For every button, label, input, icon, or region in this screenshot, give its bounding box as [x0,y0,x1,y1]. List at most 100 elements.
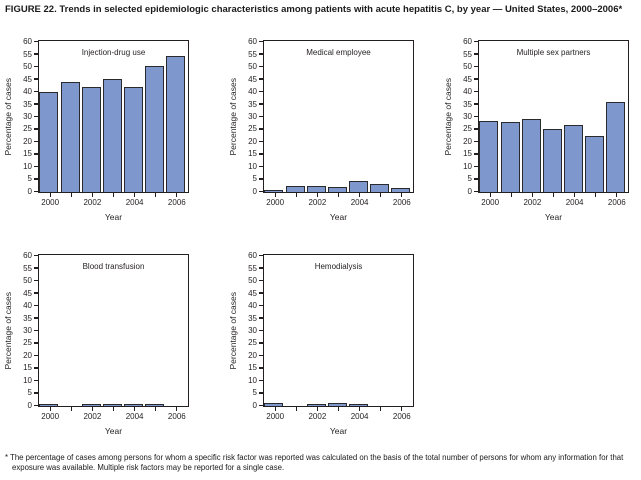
x-tick-mark [176,193,178,197]
bar-2000 [39,404,59,406]
y-tick-label: 60 [23,37,32,47]
bar-2005 [145,404,165,406]
y-tick-label: 10 [248,161,257,171]
y-tick-mark [473,115,478,118]
x-tick-label: 2000 [481,198,500,207]
plot-area [478,40,629,193]
y-tick-mark [258,304,263,307]
y-tick-label: 35 [23,99,32,109]
y-tick-label: 15 [463,149,472,159]
y-tick-mark [33,78,38,80]
y-tick-mark [33,304,38,307]
x-tick-label: 2004 [125,198,144,207]
y-tick-mark [258,90,263,93]
bar-2002 [306,185,326,192]
x-tick-mark [274,193,276,197]
y-tick-label: 45 [23,288,32,298]
y-tick-label: 20 [248,136,257,146]
y-tick-mark [258,128,263,130]
x-tick-label: 2000 [41,412,60,421]
x-tick-mark [112,407,115,411]
bar-2001 [500,122,520,192]
y-tick-label: 5 [252,174,257,184]
bar-2003 [327,186,347,192]
chart-injection-drug-use: Percentage of cases Injection-drug use 0 5 1… [0,30,213,248]
y-tick-mark [33,354,38,357]
chart-medical-employee: Percentage of cases Medical employee 0 5 10 1… [225,30,438,248]
y-tick-mark [473,190,478,192]
y-tick-mark [258,140,263,143]
y-tick-mark [473,53,478,55]
y-tick-mark [33,267,38,269]
x-tick-mark [91,407,93,411]
bar-2005 [370,183,390,192]
figure-title: FIGURE 22. Trends in selected epidemiolo… [5,4,623,15]
y-tick-mark [33,392,38,394]
y-tick-mark [258,178,263,180]
y-tick-mark [473,178,478,180]
x-tick-mark [49,193,51,197]
x-tick-label: 2002 [523,198,542,207]
y-tick-mark [258,190,263,192]
y-tick-mark [473,165,478,168]
y-tick-label: 35 [463,99,472,109]
x-tick-mark [359,193,361,197]
y-tick-label: 45 [248,288,257,298]
y-tick-mark [258,354,263,357]
y-tick-label: 20 [463,136,472,146]
y-tick-label: 55 [463,49,472,59]
bar-2004 [348,181,368,192]
x-axis-label: Year [104,212,123,222]
bar-2003 [102,404,122,406]
y-tick-mark [473,128,478,130]
y-tick-label: 25 [23,338,32,348]
x-tick-mark [337,193,340,197]
y-tick-mark [33,65,38,68]
x-axis-label: Year [544,212,563,222]
y-tick-label: 15 [248,149,257,159]
x-tick-mark [574,193,576,197]
y-tick-label: 30 [248,112,257,121]
x-tick-label: 2006 [607,198,626,207]
y-tick-label: 10 [23,161,32,171]
bar-2002 [81,87,101,192]
y-tick-mark [33,103,38,105]
y-tick-mark [473,140,478,143]
y-tick-label: 55 [248,263,257,273]
x-tick-mark [70,407,72,411]
x-tick-mark [380,407,382,411]
y-tick-label: 30 [248,326,257,335]
x-tick-mark [616,193,618,197]
y-tick-label: 50 [23,62,32,72]
bar-2004 [123,87,143,192]
x-tick-label: 2006 [392,412,411,421]
bar-2006 [391,188,411,192]
y-tick-mark [33,190,38,192]
bar-2005 [585,136,605,192]
bar-2003 [327,402,347,406]
y-tick-mark [33,367,38,369]
y-tick-label: 50 [248,62,257,72]
x-tick-label: 2006 [392,198,411,207]
y-tick-label: 5 [252,388,257,398]
y-tick-label: 55 [23,263,32,273]
x-axis-label: Year [104,426,123,436]
y-tick-mark [258,292,263,294]
y-tick-mark [33,128,38,130]
y-tick-mark [258,41,263,43]
y-tick-label: 20 [23,136,32,146]
x-tick-label: 2004 [350,412,369,421]
y-tick-label: 5 [27,388,32,398]
chart-title: Hemodialysis [314,262,363,271]
x-tick-mark [176,407,178,411]
y-tick-label: 60 [248,251,257,261]
x-tick-mark [531,193,533,197]
chart-title: Multiple sex partners [516,48,591,57]
bar-2002 [81,404,101,406]
y-tick-mark [258,115,263,118]
x-tick-mark [274,407,276,411]
x-tick-mark [49,407,51,411]
y-tick-label: 15 [23,363,32,373]
y-tick-label: 45 [248,74,257,84]
y-tick-label: 0 [252,186,257,196]
